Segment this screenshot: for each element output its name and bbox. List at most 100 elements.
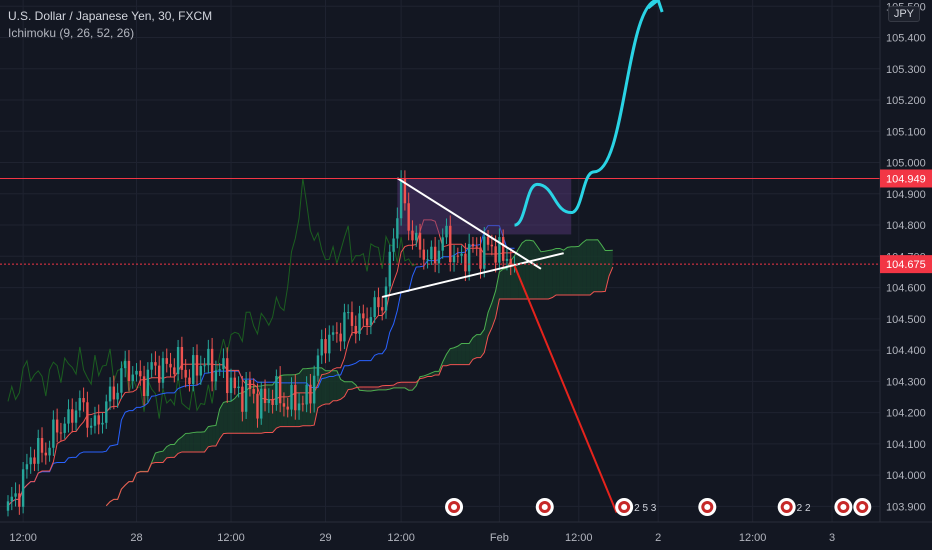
chart-legend: U.S. Dollar / Japanese Yen, 30, FXCM Ich… [8, 8, 212, 42]
currency-button[interactable]: JPY [887, 6, 920, 22]
candle-body [479, 247, 482, 269]
price-label-badge [880, 255, 932, 274]
cloud-segment [223, 401, 228, 434]
cloud-segment [155, 451, 160, 463]
symbol-title[interactable]: U.S. Dollar / Japanese Yen, 30, FXCM [8, 9, 213, 23]
indicator-label[interactable]: Ichimoku (9, 26, 52, 26) [8, 26, 135, 40]
candle-body [184, 369, 187, 378]
candle-body [101, 422, 104, 425]
y-tick-label: 104.300 [886, 376, 926, 388]
candle-body [392, 238, 395, 252]
candle-body [358, 313, 361, 334]
cloud-segment [212, 425, 216, 446]
candle-body [365, 318, 369, 326]
cloud-segment [567, 246, 572, 295]
candle-body [509, 258, 512, 266]
candle-body [158, 365, 161, 383]
candle-body [192, 355, 195, 385]
y-tick-label: 104.600 [886, 283, 926, 295]
candle-body [10, 496, 13, 502]
cloud-segment [159, 451, 163, 463]
candle-body [59, 432, 63, 434]
candle-body [199, 366, 202, 376]
candle-body [437, 250, 441, 264]
cloud-segment [506, 260, 511, 299]
candle-body [260, 388, 263, 419]
event-marker-dot [451, 504, 458, 510]
candle-body [97, 415, 100, 425]
candle-body [263, 388, 267, 404]
event-marker-dot [704, 504, 711, 510]
candle-body [505, 258, 509, 261]
candle-body [237, 386, 240, 389]
candle-body [18, 493, 21, 507]
candle-body [105, 401, 108, 423]
cloud-segment [382, 385, 386, 390]
candle-body [430, 246, 433, 260]
cloud-segment [363, 387, 368, 391]
x-tick-label: Feb [490, 532, 509, 544]
candle-body [377, 297, 380, 308]
cloud-segment [370, 387, 375, 391]
y-tick-label: 105.300 [886, 64, 926, 76]
cloud-segment [450, 347, 455, 365]
candle-body [305, 384, 308, 405]
candle-body [445, 225, 448, 238]
cloud-segment [333, 370, 337, 401]
cloud-segment [408, 382, 413, 391]
x-tick-label: 12:00 [565, 532, 593, 544]
cloud-segment [533, 240, 538, 299]
y-tick-label: 105.000 [886, 158, 926, 170]
candle-body [354, 325, 357, 334]
candle-body [415, 232, 418, 241]
cloud-segment [227, 401, 232, 434]
cloud-segment [397, 382, 402, 388]
cloud-segment [609, 250, 613, 277]
chikou-span [7, 178, 417, 419]
price-axis [880, 0, 932, 550]
cloud-segment [529, 240, 534, 299]
candle-body [449, 225, 452, 263]
candle-body [112, 386, 116, 400]
candle-body [297, 403, 301, 411]
candle-body [278, 376, 282, 404]
cloud-segment [299, 368, 303, 427]
candle-body [275, 376, 278, 405]
candle-body [328, 334, 331, 354]
cloud-segment [174, 439, 179, 458]
event-marker-dot [859, 504, 866, 510]
cloud-segment [593, 239, 598, 292]
cloud-segment [559, 248, 564, 295]
cloud-segment [197, 432, 201, 452]
cloud-segment [340, 379, 345, 400]
cloud-segment [249, 386, 254, 434]
candle-body [460, 253, 463, 256]
cloud-segment [193, 432, 197, 452]
cloud-segment [200, 431, 205, 452]
candle-body [52, 419, 55, 448]
cloud-segment [170, 444, 175, 458]
candle-body [373, 297, 376, 318]
cloud-segment [306, 368, 311, 426]
candle-body [210, 348, 214, 382]
x-tick-label: 12:00 [739, 532, 767, 544]
candle-body [169, 363, 172, 368]
cloud-segment [204, 426, 209, 452]
candle-body [369, 317, 373, 326]
cloud-segment [582, 239, 587, 295]
x-tick-label: 12:00 [217, 532, 245, 544]
x-tick-label: 28 [130, 532, 142, 544]
candle-body [301, 403, 305, 405]
cloud-segment [215, 409, 220, 446]
y-tick-label: 104.200 [886, 408, 926, 420]
y-tick-label: 103.900 [886, 501, 926, 513]
candle-body [44, 452, 47, 456]
candle-body [226, 358, 229, 394]
candle-body [207, 348, 210, 366]
cloud-segment [469, 337, 473, 365]
candle-body [403, 178, 407, 204]
candle-body [486, 236, 490, 245]
candle-body [176, 347, 180, 375]
